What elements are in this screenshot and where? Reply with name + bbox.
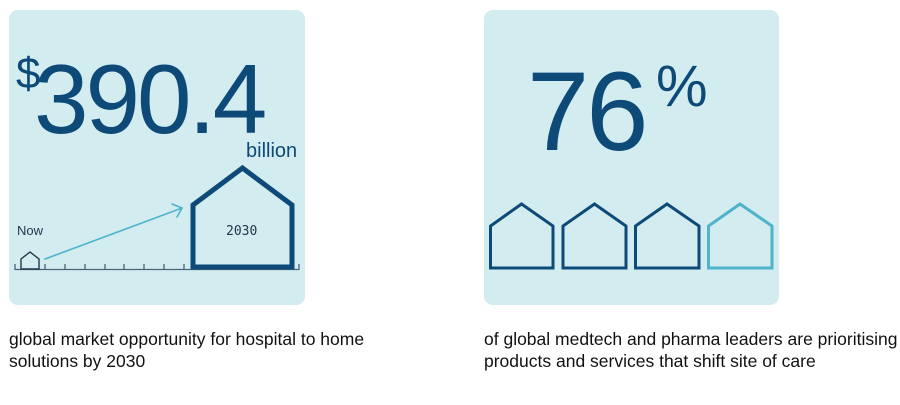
growth-arrow-icon [44,203,184,260]
house-icon-3 [634,202,701,270]
house-icons-row [489,202,774,270]
stat-card-market-size [9,10,305,305]
market-size-value: 390.4 [34,44,267,154]
leaders-percent-value: 76 [527,49,649,174]
market-size-unit: billion [246,140,298,162]
timeline-start-label: Now [17,223,44,238]
small-house-icon [20,251,40,270]
large-house-icon [190,164,295,270]
market-size-caption: global market opportunity for hospital t… [9,329,365,371]
currency-symbol: $ [16,49,41,98]
percent-symbol: % [656,54,708,119]
stat-card-leaders-percent [484,10,779,305]
house-icon-4 [707,202,774,270]
leaders-percent-caption: of global medtech and pharma leaders are… [484,329,898,371]
house-icon-2 [561,202,628,270]
timeline-end-label: 2030 [226,224,258,239]
house-icon-1 [489,202,555,270]
